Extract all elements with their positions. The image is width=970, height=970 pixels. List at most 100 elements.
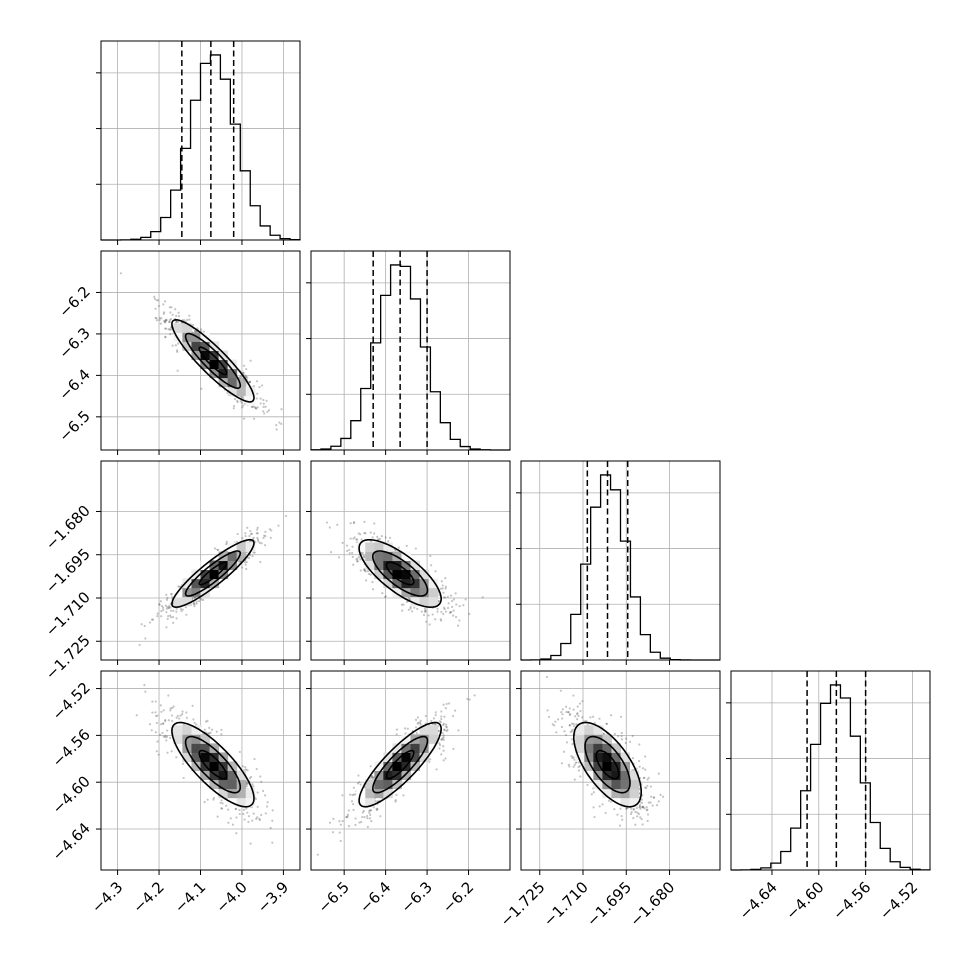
sample-point <box>641 806 644 809</box>
sample-point <box>413 606 416 609</box>
sample-point <box>160 710 163 713</box>
sample-point <box>217 548 220 552</box>
sample-point <box>191 704 194 707</box>
contour-1 <box>184 735 242 794</box>
sample-point <box>163 300 167 303</box>
sample-point <box>178 717 181 720</box>
sample-point <box>164 336 167 339</box>
sample-point <box>649 801 652 804</box>
sample-point <box>192 601 196 604</box>
x-tick-label: −4.3 <box>88 878 126 916</box>
panel-frame <box>100 670 301 871</box>
sample-point <box>440 610 443 614</box>
sample-point <box>630 811 633 814</box>
sample-point <box>464 598 467 601</box>
sample-point <box>172 609 175 612</box>
sample-point <box>567 711 570 714</box>
sample-point <box>422 613 426 617</box>
sample-point <box>570 729 573 733</box>
sample-point <box>175 607 178 610</box>
sample-point <box>263 412 266 415</box>
density-cell <box>209 761 220 771</box>
sample-point <box>441 584 444 587</box>
sample-point <box>262 398 265 402</box>
contour-0 <box>198 561 228 586</box>
sample-point <box>181 762 185 765</box>
sample-point <box>231 823 235 826</box>
sample-point <box>148 621 152 624</box>
sample-point <box>209 731 212 734</box>
sample-point <box>261 384 264 387</box>
sample-point <box>349 537 352 540</box>
density-cell <box>584 743 594 753</box>
sample-point <box>151 700 154 703</box>
sample-point <box>616 734 620 738</box>
sample-point <box>655 804 659 807</box>
sample-point <box>586 783 589 787</box>
density-cell <box>392 743 402 753</box>
sample-point <box>203 801 206 804</box>
contour-1 <box>584 735 631 794</box>
sample-point <box>369 765 372 768</box>
density-cell <box>428 734 439 744</box>
sample-point <box>373 532 376 535</box>
sample-point <box>162 311 166 314</box>
density-cell <box>191 341 201 351</box>
density-cell <box>209 578 220 589</box>
sample-point <box>266 801 269 804</box>
sample-point <box>252 417 256 420</box>
sample-point <box>370 775 373 778</box>
sample-point <box>360 538 363 541</box>
sample-point <box>267 409 271 412</box>
sample-point <box>373 522 376 525</box>
sample-point <box>162 722 165 726</box>
sample-point <box>260 813 263 817</box>
density-cell <box>401 551 411 561</box>
density-cell <box>428 587 439 598</box>
sample-point <box>248 777 252 780</box>
sample-point <box>249 842 252 845</box>
sample-point <box>150 618 154 621</box>
sample-point <box>442 596 446 599</box>
sample-point <box>401 609 404 612</box>
sample-point <box>352 786 355 789</box>
sample-point <box>641 806 644 809</box>
sample-point <box>638 803 642 806</box>
sample-point <box>616 813 619 816</box>
sample-point <box>551 723 554 726</box>
sample-point <box>577 765 580 769</box>
sample-point <box>243 402 247 405</box>
sample-point <box>269 536 272 539</box>
sample-point <box>455 603 458 606</box>
sample-point <box>416 722 419 725</box>
density-cell <box>182 323 192 333</box>
sample-point <box>568 724 571 727</box>
sample-point <box>363 569 367 572</box>
sample-point <box>264 530 267 533</box>
sample-point <box>420 610 423 613</box>
density-cell <box>227 359 238 370</box>
density-cell <box>410 560 421 571</box>
sample-point <box>238 812 241 816</box>
sample-point <box>248 534 251 538</box>
sample-point <box>631 734 634 738</box>
sample-point <box>419 723 422 726</box>
density-cell <box>227 761 238 771</box>
sample-point <box>641 823 644 826</box>
density-cell <box>611 770 621 781</box>
density-cell <box>365 560 375 571</box>
sample-point <box>258 385 261 389</box>
density-cell <box>200 752 211 762</box>
sample-point <box>338 831 341 834</box>
sample-point <box>203 728 206 731</box>
density-cell <box>182 341 192 351</box>
contour-2 <box>171 318 255 403</box>
density-cell <box>245 386 256 397</box>
sample-point <box>252 536 255 539</box>
sample-point <box>468 698 471 701</box>
sample-point <box>436 610 439 613</box>
density-cell <box>218 359 229 370</box>
sample-point <box>414 718 418 721</box>
sample-point <box>468 612 471 615</box>
sample-point <box>384 595 387 598</box>
